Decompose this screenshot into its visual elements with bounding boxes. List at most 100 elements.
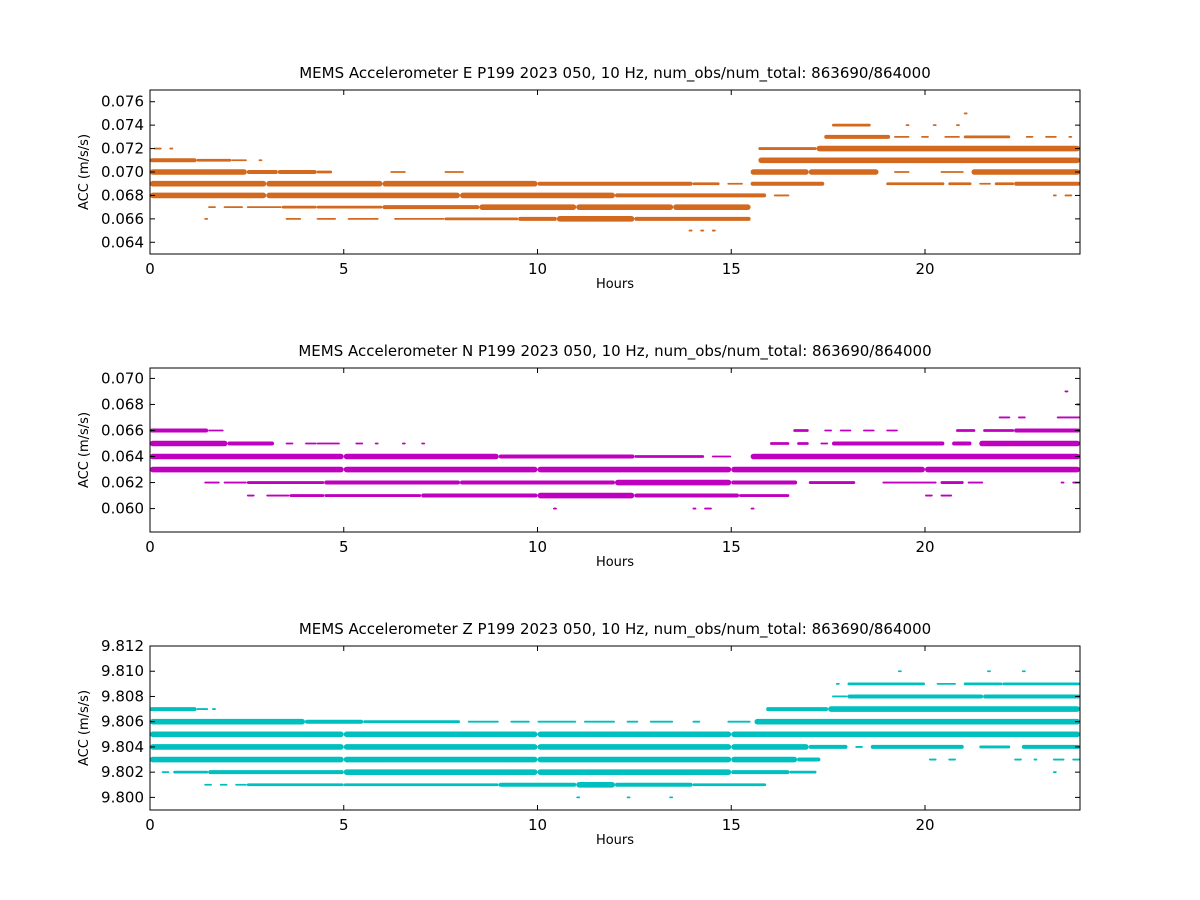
data-band-0.065: [979, 440, 1080, 447]
data-band-0.06: [750, 507, 755, 510]
data-band-9.803: [797, 757, 821, 762]
data-band-0.066: [285, 217, 302, 220]
data-band-0.069: [886, 182, 945, 186]
data-band-9.807: [196, 708, 209, 710]
data-band-0.066: [208, 429, 224, 432]
data-band-9.805: [537, 731, 732, 738]
data-band-0.072: [153, 147, 162, 150]
data-band-0.067: [1056, 416, 1080, 419]
data-band-0.066: [150, 428, 209, 433]
data-band-0.063: [150, 466, 344, 473]
data-band-0.061: [925, 494, 933, 497]
y-tick-label: 0.060: [101, 500, 144, 518]
data-band-0.066: [634, 216, 751, 221]
x-tick-label: 5: [339, 538, 349, 556]
data-band-0.074: [905, 124, 910, 127]
data-band-9.806: [305, 719, 364, 724]
data-band-9.803: [731, 756, 798, 763]
data-band-9.806: [649, 720, 674, 723]
y-tick-label: 0.070: [101, 369, 144, 387]
data-band-0.073: [894, 135, 910, 138]
data-band-0.066: [556, 216, 635, 222]
data-band-0.071: [258, 159, 263, 162]
data-band-0.066: [886, 429, 898, 432]
data-band-9.804: [855, 746, 863, 748]
data-band-0.061: [246, 494, 255, 497]
data-band-9.806: [467, 720, 499, 723]
data-band-0.07: [940, 171, 964, 173]
y-tick-label: 0.068: [101, 186, 144, 204]
data-band-9.81: [1021, 670, 1026, 673]
data-band-0.061: [739, 494, 790, 497]
data-band-0.071: [150, 158, 197, 163]
data-band-0.067: [1018, 416, 1026, 419]
data-band-9.803: [1014, 758, 1022, 761]
data-band-9.8: [669, 796, 674, 799]
data-band-0.062: [967, 481, 984, 484]
data-band-9.808: [983, 694, 1080, 699]
data-band-0.065: [711, 229, 716, 232]
data-band-0.068: [1064, 194, 1073, 197]
data-band-0.067: [382, 205, 480, 210]
data-band-0.069: [948, 182, 972, 186]
data-band-0.062: [731, 480, 798, 485]
data-band-0.067: [998, 416, 1011, 419]
data-band-0.071: [196, 158, 232, 162]
data-band-0.064: [150, 453, 344, 460]
data-band-0.067: [208, 206, 216, 209]
data-band-9.805: [150, 731, 344, 738]
data-band-0.074: [832, 123, 871, 127]
data-band-0.065: [421, 442, 426, 445]
data-band-0.062: [223, 481, 247, 484]
data-band-0.067: [673, 204, 751, 210]
data-band-9.809: [1002, 682, 1080, 686]
data-band-0.067: [316, 205, 383, 209]
data-band-0.075: [963, 112, 968, 115]
data-band-0.069: [692, 182, 720, 186]
data-band-9.804: [343, 744, 538, 750]
data-band-0.069: [1014, 181, 1080, 186]
y-tick-label: 9.802: [101, 763, 144, 781]
data-band-0.069: [266, 180, 383, 187]
data-band-0.062: [460, 480, 615, 485]
data-band-0.065: [150, 440, 228, 447]
data-band-0.068: [773, 194, 790, 197]
data-band-0.07: [750, 169, 809, 175]
data-band-9.8: [576, 796, 581, 799]
data-band-0.066: [983, 429, 1015, 432]
data-band-9.802: [789, 770, 817, 774]
y-tick-label: 0.066: [101, 421, 144, 439]
data-band-0.069: [150, 180, 267, 187]
data-band-0.062: [204, 481, 220, 484]
x-tick-label: 5: [339, 816, 349, 834]
y-tick-label: 0.068: [101, 395, 144, 413]
chart-panel-2: MEMS Accelerometer Z P199 2023 050, 10 H…: [77, 620, 1081, 848]
data-band-0.066: [1014, 428, 1080, 433]
data-band-0.073: [824, 134, 891, 139]
x-axis-label: Hours: [596, 555, 634, 570]
data-band-9.801: [219, 783, 228, 786]
data-band-9.802: [537, 769, 732, 775]
y-tick-label: 0.070: [101, 163, 144, 181]
data-band-0.069: [994, 182, 1015, 186]
data-band-0.061: [537, 492, 635, 499]
y-tick-label: 9.800: [101, 788, 144, 806]
data-band-9.806: [510, 720, 530, 723]
y-tick-label: 0.074: [101, 116, 144, 134]
data-series: [150, 390, 1080, 510]
data-band-0.062: [882, 481, 937, 484]
data-band-0.07: [971, 169, 1080, 175]
data-band-9.803: [343, 756, 538, 763]
data-band-0.065: [832, 441, 945, 446]
data-band-9.807: [828, 706, 1080, 712]
x-tick-label: 20: [915, 538, 934, 556]
data-series: [150, 112, 1080, 232]
data-band-9.806: [626, 720, 639, 723]
data-band-0.07: [316, 170, 333, 174]
data-band-0.064: [343, 453, 499, 460]
data-band-0.073: [921, 135, 929, 138]
data-band-0.06: [553, 507, 557, 510]
data-band-9.801: [498, 782, 577, 787]
data-band-0.065: [688, 229, 693, 232]
y-tick-label: 0.062: [101, 474, 144, 492]
